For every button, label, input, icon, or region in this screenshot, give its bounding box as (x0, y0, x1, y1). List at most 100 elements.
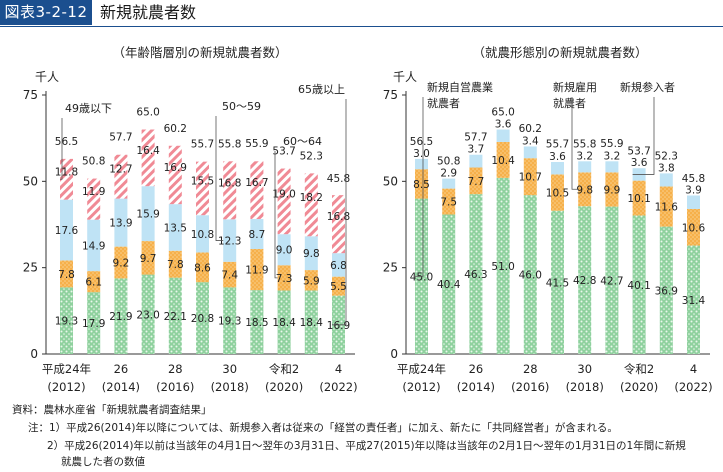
p1-bar-3-1 (87, 178, 101, 220)
p1-total-label: 57.7 (109, 132, 132, 144)
p2-bar-1-0 (415, 169, 428, 199)
p2-total-label: 52.3 (655, 150, 678, 162)
p2-bar-0-2 (469, 194, 483, 354)
p1-bar-2-5 (196, 215, 209, 253)
p2-value-label: 3.2 (576, 150, 593, 162)
p2-x-tick-label: 4 (690, 362, 697, 376)
p1-callout-label: 65歳以上 (298, 83, 345, 96)
p2-total-label: 65.0 (491, 107, 514, 119)
p2-x-year-label: (2018) (566, 380, 604, 394)
p1-value-label: 16.7 (245, 177, 268, 189)
p1-x-year-label: (2018) (211, 380, 249, 394)
p1-bar-1-7 (250, 249, 264, 291)
p1-value-label: 9.7 (140, 253, 157, 265)
p2-value-label: 3.6 (549, 151, 566, 163)
p1-value-label: 14.9 (82, 240, 105, 252)
p1-callout-leader (332, 99, 347, 326)
p2-bar-0-9 (659, 226, 673, 354)
p1-y-tick-label: 50 (23, 174, 38, 188)
p1-bar-1-0 (60, 260, 73, 288)
p1-value-label: 18.5 (245, 317, 268, 329)
p1-value-label: 10.8 (191, 229, 214, 241)
p1-bar-0-0 (60, 287, 73, 354)
p2-y-tick-label: 50 (383, 174, 398, 188)
p1-bar-0-8 (277, 290, 291, 354)
p1-bar-1-3 (141, 241, 155, 275)
p2-value-label: 51.0 (491, 261, 514, 273)
p1-total-label: 60.2 (164, 123, 187, 135)
p2-x-tick-label: 平成24年 (397, 362, 446, 376)
p1-bar-1-10 (332, 276, 345, 296)
p1-bar-3-9 (304, 173, 318, 237)
p1-bar-0-9 (304, 290, 318, 354)
p2-bar-0-6 (578, 206, 592, 354)
charts-canvas: （年齢階層別の新規就農者数） 千人 0 25 50 75 19.3 7.8 17.6 11.8 56… (23, 45, 713, 394)
p1-value-label: 7.3 (276, 273, 293, 285)
p2-total-label: 57.7 (464, 132, 487, 144)
p1-bar-1-6 (223, 261, 237, 288)
p2-bar-2-5 (551, 161, 564, 175)
p2-value-label: 46.3 (464, 269, 487, 281)
p2-value-label: 8.5 (413, 179, 430, 191)
p2-callout-leader (571, 97, 579, 190)
p1-bar-1-4 (168, 250, 182, 278)
p2-value-label: 40.4 (437, 279, 461, 291)
p2-bar-1-3 (496, 141, 510, 178)
p2-value-label: 3.6 (495, 119, 512, 131)
p1-bar-0-7 (250, 290, 264, 354)
p1-bar-0-4 (168, 277, 182, 354)
p2-value-label: 41.5 (546, 277, 569, 289)
p1-x-tick-label: 4 (335, 362, 342, 376)
p1-value-label: 7.8 (167, 259, 184, 271)
p1-bar-0-5 (196, 282, 209, 354)
figure-number: 図表3-2-12 (0, 0, 92, 25)
p1-bar-2-1 (87, 219, 101, 272)
p2-value-label: 10.5 (546, 188, 569, 200)
p2-value-label: 42.7 (600, 275, 623, 287)
p1-x-year-label: (2016) (156, 380, 194, 394)
p2-x-year-label: (2014) (457, 380, 495, 394)
p1-value-label: 12.3 (218, 236, 241, 248)
p2-value-label: 10.7 (519, 172, 542, 184)
p1-bar-3-8 (277, 168, 291, 235)
p2-bar-0-10 (687, 245, 700, 354)
p1-bar-0-1 (87, 292, 101, 354)
p1-callout-label: 60〜64 (283, 135, 322, 148)
p2-bar-1-6 (578, 172, 592, 207)
p2-callout-label: 就農者 (553, 96, 586, 110)
p2-bar-2-6 (578, 161, 592, 173)
p1-x-year-label: (2014) (102, 380, 140, 394)
p2-value-label: 3.2 (604, 150, 621, 162)
p2-bar-0-5 (551, 210, 564, 354)
p2-callout-leader (632, 97, 655, 175)
p2-callout-label: 新規雇用 (553, 80, 597, 94)
p1-total-label: 52.3 (300, 150, 323, 162)
p1-total-label: 56.5 (55, 136, 78, 148)
p2-value-label: 3.7 (468, 144, 485, 156)
p2-bar-1-8 (632, 180, 646, 216)
figure-title: 新規就農者数 (100, 3, 197, 22)
p1-x-tick-label: 30 (222, 362, 237, 376)
p1-bar-3-7 (250, 161, 264, 219)
p2-value-label: 3.8 (658, 162, 675, 174)
p1-value-label: 22.1 (164, 311, 187, 323)
p2-callout-label: 就農者 (427, 96, 460, 110)
p1-x-tick-label: 平成24年 (42, 362, 91, 376)
p1-bar-3-3 (141, 129, 155, 187)
p1-value-label: 7.4 (221, 270, 238, 282)
p1-bar-0-6 (223, 287, 237, 354)
p1-value-label: 12.7 (109, 164, 132, 176)
p2-y-tick-label: 75 (383, 88, 398, 102)
p1-total-label: 65.0 (136, 107, 159, 119)
p2-total-label: 60.2 (519, 123, 542, 135)
p1-x-tick-label: 26 (114, 362, 129, 376)
p2-x-year-label: (2016) (511, 380, 549, 394)
p1-value-label: 6.8 (330, 260, 347, 272)
p1-value-label: 8.7 (249, 229, 266, 241)
p1-value-label: 11.9 (82, 186, 105, 198)
p1-total-label: 45.8 (327, 173, 350, 185)
p1-bar-1-1 (87, 271, 101, 293)
p1-callout-leader (274, 151, 278, 279)
p1-value-label: 11.9 (245, 265, 268, 277)
p1-value-label: 11.8 (55, 166, 78, 178)
